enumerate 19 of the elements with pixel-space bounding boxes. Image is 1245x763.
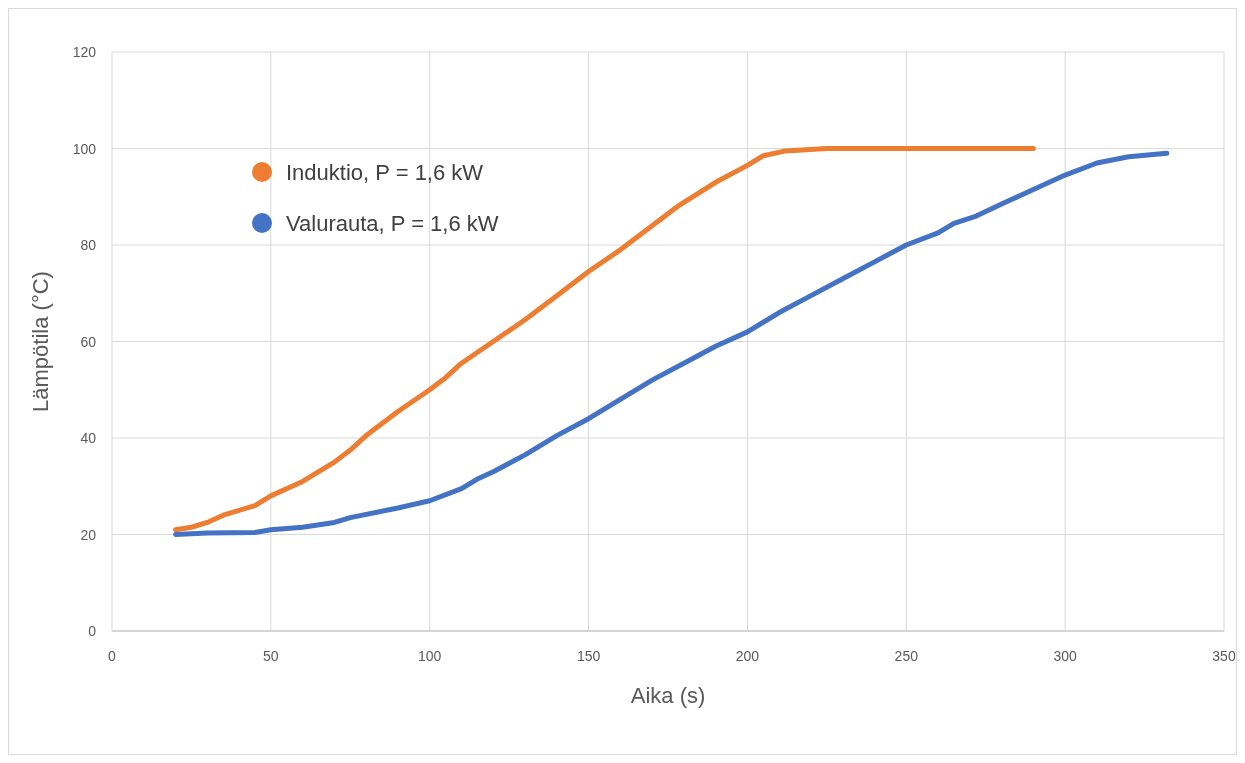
x-tick-label: 100 bbox=[418, 648, 442, 664]
x-tick-label: 0 bbox=[108, 648, 117, 664]
y-tick-label: 120 bbox=[72, 44, 97, 60]
y-tick-label: 80 bbox=[80, 237, 97, 253]
y-tick-label: 40 bbox=[80, 430, 97, 446]
y-tick-label: 0 bbox=[88, 623, 97, 639]
legend-label: Valurauta, P = 1,6 kW bbox=[286, 211, 499, 236]
y-tick-label: 100 bbox=[72, 140, 97, 157]
y-tick-label: 60 bbox=[80, 333, 97, 350]
y-axis-title: Lämpötila (°C) bbox=[28, 271, 53, 412]
x-tick-label: 250 bbox=[894, 648, 919, 664]
x-tick-label: 50 bbox=[263, 648, 279, 664]
x-tick-label: 350 bbox=[1212, 648, 1236, 664]
legend-label: Induktio, P = 1,6 kW bbox=[286, 160, 484, 185]
x-axis-title: Aika (s) bbox=[630, 683, 706, 708]
y-tick-label: 20 bbox=[80, 526, 97, 543]
x-tick-label: 300 bbox=[1053, 648, 1078, 664]
x-tick-label: 150 bbox=[576, 648, 601, 664]
x-tick-label: 200 bbox=[735, 648, 760, 664]
